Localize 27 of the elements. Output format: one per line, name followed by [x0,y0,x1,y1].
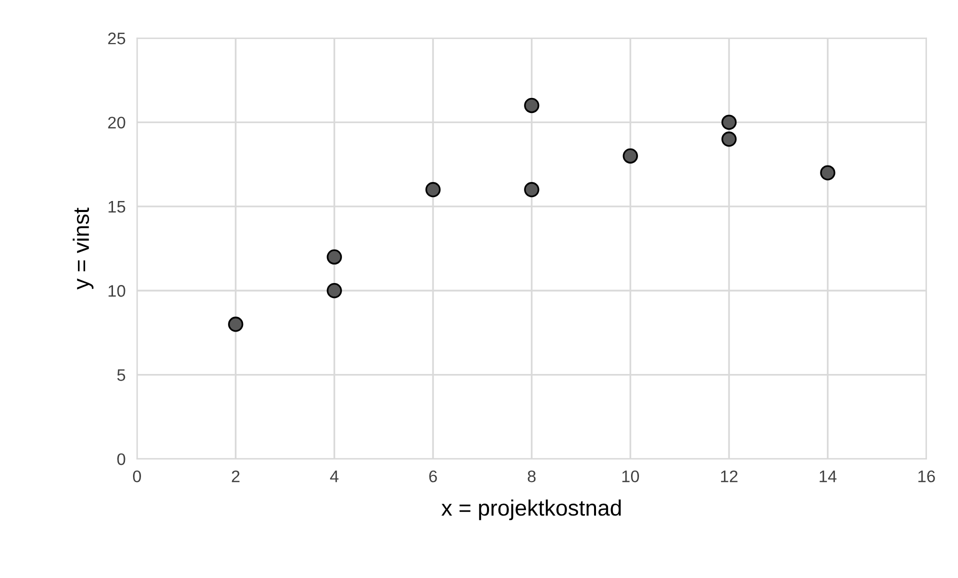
point [721,132,737,147]
point [228,316,244,332]
y-tick-label: 10 [108,285,126,297]
x-tick-label: 16 [918,470,935,482]
y-tick-label: 0 [117,453,126,466]
x-tick-label: 14 [820,470,836,482]
x-tick-label: 10 [622,470,639,482]
x-axis-title: x = projektkostnad [441,499,621,520]
point [425,182,441,198]
y-tick-label: 5 [117,369,126,381]
x-tick-label: 0 [133,470,141,482]
y-tick-label: 15 [108,201,126,213]
point [326,283,342,298]
y-axis-title: y = vinst [72,208,94,290]
x-tick-label: 2 [232,470,240,482]
point [721,114,737,130]
point [524,182,540,198]
y-tick-label: 25 [108,32,126,44]
x-tick-label: 6 [429,470,437,482]
x-tick-label: 12 [721,470,738,482]
point [326,249,342,265]
point [622,148,638,164]
point [820,165,836,180]
y-tick-label: 20 [108,116,126,129]
x-tick-label: 8 [528,470,536,482]
point [524,98,540,114]
x-tick-label: 4 [330,470,338,482]
